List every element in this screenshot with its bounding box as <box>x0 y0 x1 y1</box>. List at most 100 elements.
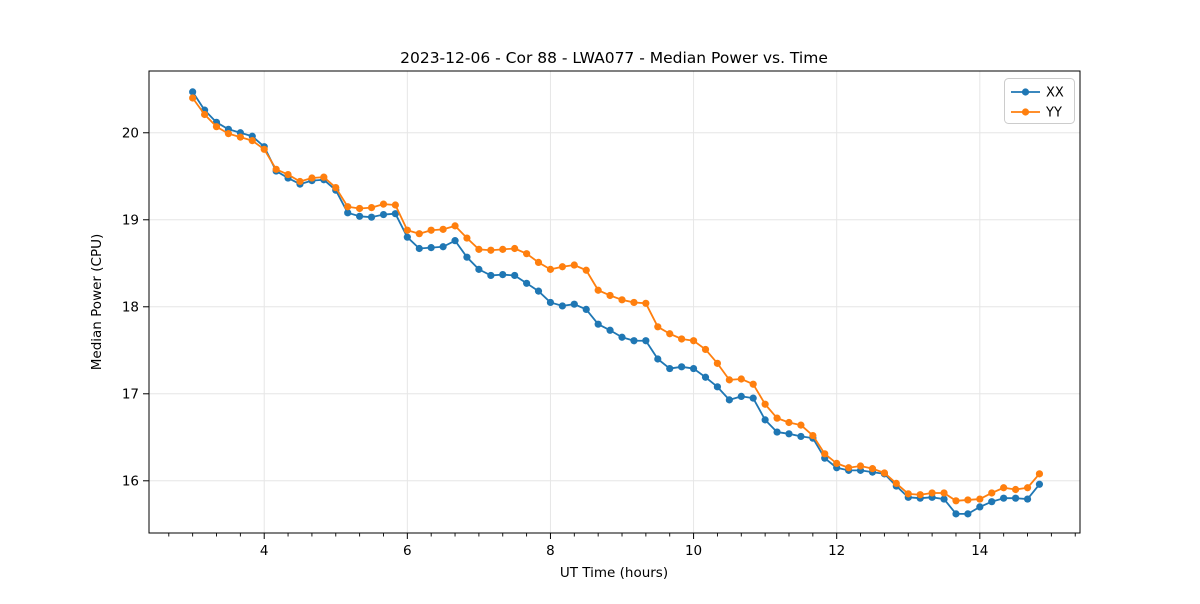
series-YY-marker <box>880 469 889 477</box>
series-YY-marker <box>952 497 960 505</box>
series-XX-marker <box>964 510 972 518</box>
series-XX-marker <box>701 373 710 381</box>
series-XX-marker <box>606 326 614 334</box>
series-YY-marker <box>892 479 900 488</box>
series-YY-marker <box>487 246 495 254</box>
legend-sample-marker-xx <box>1021 88 1030 96</box>
axis-tick-labels: 4 6 8 10 12 14 16 17 18 19 20 <box>122 125 989 559</box>
series-XX-marker <box>523 279 531 287</box>
series-YY-marker <box>833 459 841 467</box>
series-YY-marker <box>964 496 972 504</box>
series-XX-marker <box>1035 480 1044 488</box>
series-YY-marker <box>1035 470 1044 478</box>
series-XX-marker <box>725 396 733 404</box>
x-tick-label-4: 4 <box>260 543 269 559</box>
y-tick-label-19: 19 <box>122 212 139 228</box>
series-XX-marker <box>463 253 471 261</box>
x-tick-label-14: 14 <box>971 543 988 559</box>
series-YY-marker <box>284 170 292 179</box>
series-YY-marker <box>916 491 924 499</box>
series-XX-marker <box>499 270 507 279</box>
series-YY-marker <box>189 94 197 102</box>
series-YY-marker <box>904 490 912 498</box>
series-YY-marker <box>391 201 399 209</box>
series-XX-marker <box>678 363 686 371</box>
series-XX-marker <box>487 271 495 280</box>
series-YY-marker <box>356 204 364 213</box>
plot-border <box>148 70 1081 534</box>
series-XX-marker <box>582 305 590 313</box>
series-XX-marker <box>558 302 567 310</box>
series-YY-marker <box>594 286 602 294</box>
series-YY-marker <box>511 244 519 253</box>
series-YY-marker <box>678 335 686 343</box>
series-YY-marker <box>415 230 423 238</box>
x-tick-label-8: 8 <box>546 543 555 559</box>
series-XX-marker <box>546 298 555 307</box>
series-YY-marker <box>546 265 555 273</box>
y-tick-label-16: 16 <box>122 473 139 489</box>
series-YY-marker <box>367 204 376 212</box>
series-XX-marker <box>666 364 674 373</box>
series-YY-marker <box>224 130 233 138</box>
chart-title: 2023-12-06 - Cor 88 - LWA077 - Median Po… <box>400 49 828 67</box>
series-XX-marker <box>451 237 459 245</box>
series-YY-marker <box>761 400 769 408</box>
series-YY-marker <box>928 489 936 497</box>
series-YY-marker <box>570 261 578 269</box>
series-XX-marker <box>511 271 519 280</box>
series-YY-marker <box>988 489 996 497</box>
series-XX-marker <box>367 213 376 221</box>
series-YY-marker <box>475 245 483 253</box>
series-YY-marker <box>439 225 447 233</box>
series-YY-marker <box>320 173 328 181</box>
series-YY-marker <box>558 263 567 271</box>
series-XX-marker <box>403 233 411 241</box>
series-YY-marker <box>976 495 984 503</box>
x-tick-label-6: 6 <box>403 543 412 559</box>
series-YY-marker <box>749 380 757 388</box>
series-YY-marker <box>713 359 722 367</box>
series-XX-marker <box>415 244 423 253</box>
series-XX-marker <box>1023 495 1032 503</box>
series-YY-marker <box>797 421 805 429</box>
series-XX-marker <box>356 212 364 220</box>
series-YY-marker <box>845 464 853 472</box>
series-XX-marker <box>594 320 602 328</box>
series-YY-marker <box>701 345 710 354</box>
series-YY-marker <box>654 323 662 331</box>
series-YY-marker <box>308 174 316 182</box>
series-XX-marker <box>642 337 650 345</box>
legend-box <box>1004 78 1075 124</box>
series-XX-marker <box>737 392 745 400</box>
series-YY-marker <box>499 245 507 253</box>
series-YY-marker <box>689 337 698 345</box>
series-YY-marker <box>236 133 244 141</box>
series-XX-marker <box>689 364 698 373</box>
series-XX-marker <box>189 88 197 96</box>
x-axis-minor-ticks <box>168 533 1076 537</box>
series-XX-marker <box>976 503 984 511</box>
series-XX-marker <box>1000 494 1008 502</box>
series-XX-marker <box>713 383 722 391</box>
series-YY-marker <box>809 431 817 440</box>
series-YY-marker <box>463 234 471 242</box>
legend-entry-yy: YY <box>1011 106 1062 121</box>
series-YY-marker <box>332 183 340 192</box>
series-YY-marker <box>737 375 745 383</box>
series-YY-marker <box>773 414 781 422</box>
series-XX-marker <box>654 355 662 363</box>
legend-label-xx: XX <box>1046 86 1064 101</box>
series-XX-marker <box>344 209 352 217</box>
series-YY-marker <box>272 165 280 173</box>
series-YY-marker <box>642 299 650 307</box>
series-XX-marker <box>391 210 399 218</box>
series-YY-marker <box>1023 484 1032 492</box>
legend-entry-xx: XX <box>1011 86 1064 101</box>
series-XX-marker <box>749 394 757 402</box>
y-axis-label: Median Power (CPU) <box>89 234 105 370</box>
series-YY-marker <box>201 110 209 119</box>
series-YY-marker <box>451 222 459 230</box>
axis-major-ticks <box>143 132 981 539</box>
